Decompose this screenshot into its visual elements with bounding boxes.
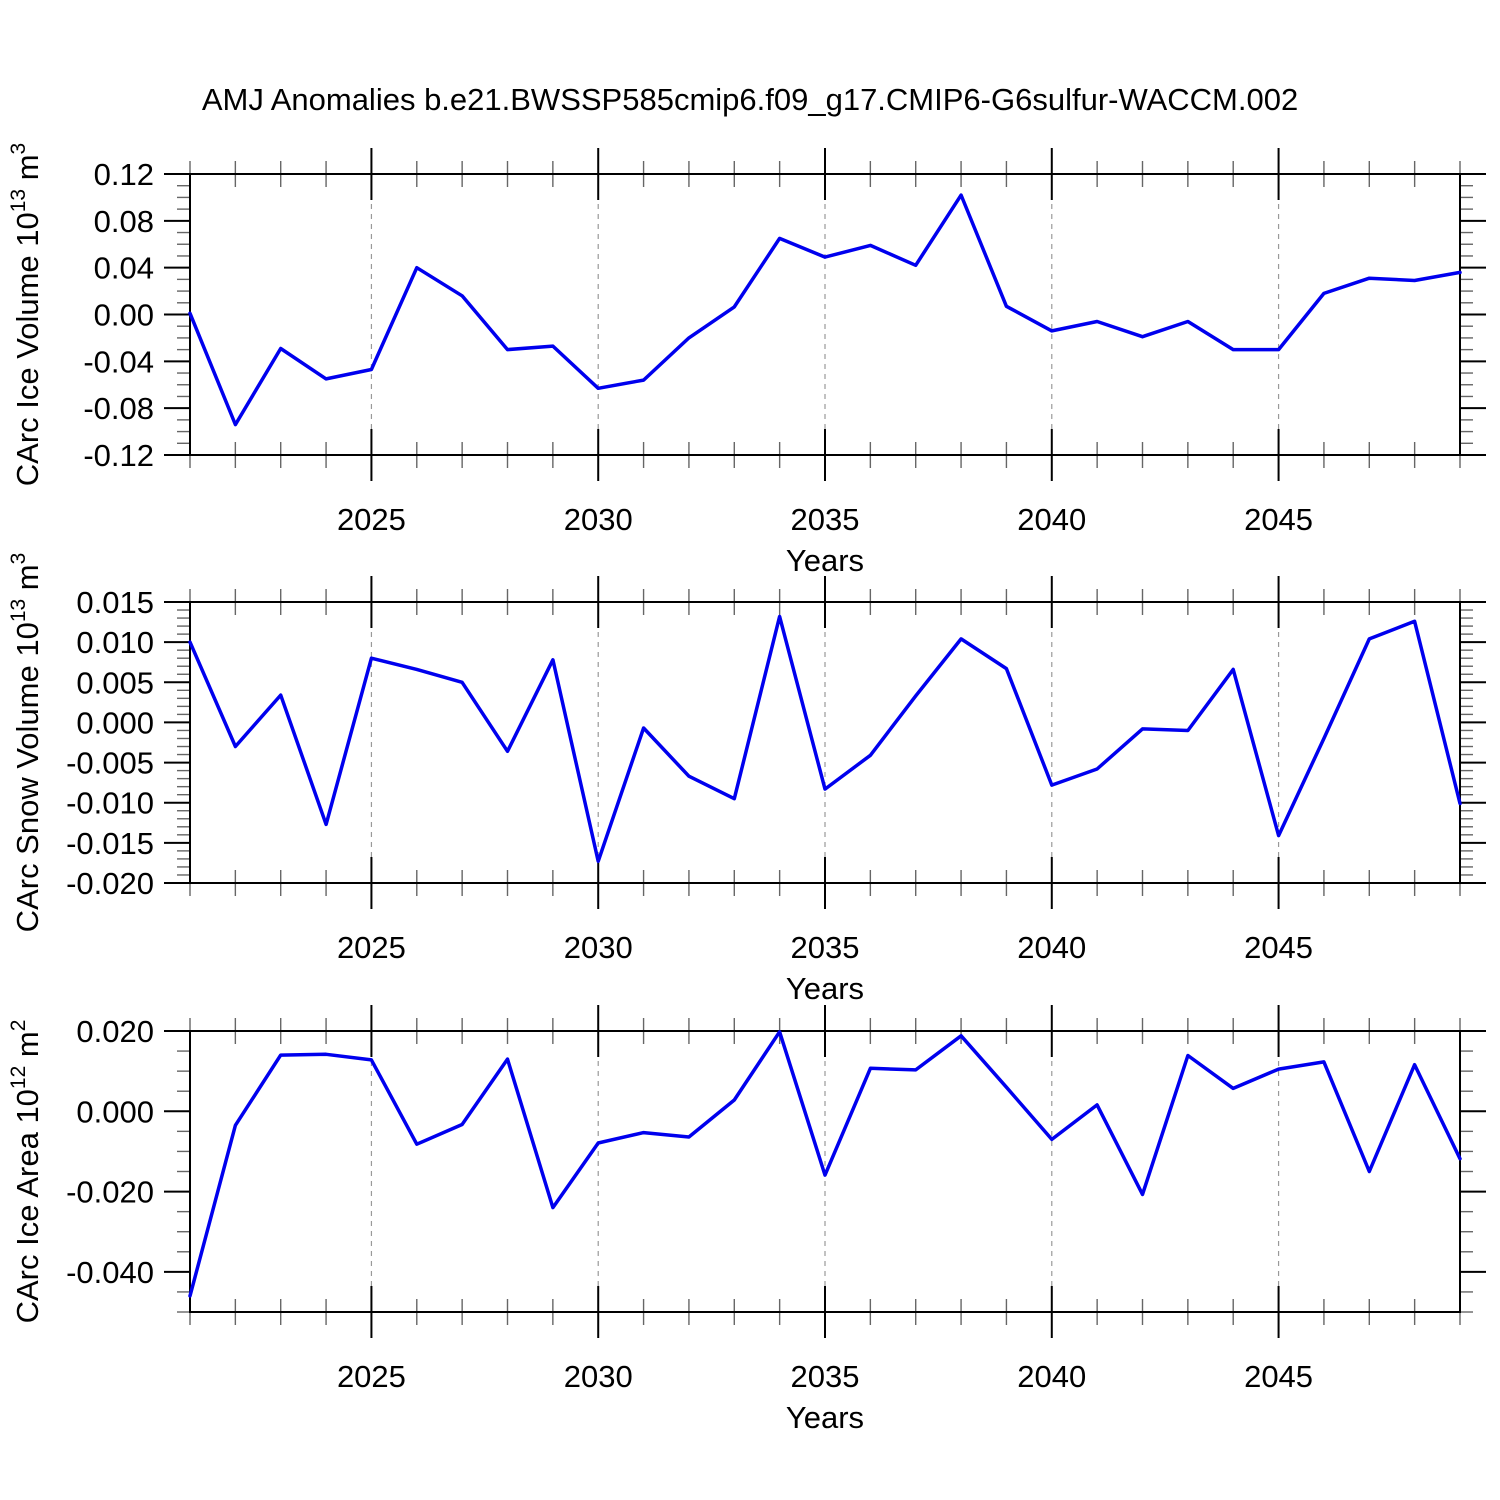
x-tick-label: 2040 [1017,930,1086,965]
y-tick-label: 0.020 [76,1014,154,1049]
y-axis-label: CArc Ice Volume 1013 m3 [7,143,45,486]
y-axis-label: CArc Snow Volume 1013 m3 [7,553,45,933]
y-tick-label: -0.020 [66,866,154,901]
panel-3: 0.020 0.000 -0.020 -0.040 2025 2030 2035 2040 20… [7,1005,1486,1435]
y-tick-label: -0.005 [66,746,154,781]
x-tick-label: 2035 [791,1359,860,1394]
plot-frame [189,1030,1461,1313]
panel-1: 0.12 0.08 0.04 0.00 -0.04 -0.08 -0.12 2025 2030 2… [7,143,1486,578]
x-tick-label: 2025 [337,502,406,537]
data-line [188,614,1462,864]
x-tick-label: 2035 [791,930,860,965]
y-tick-label: -0.020 [66,1175,154,1210]
data-line [188,1030,1462,1298]
y-axis-label: CArc Ice Area 1012 m2 [7,1020,45,1324]
y-tick-label: 0.08 [94,204,154,239]
x-tick-label: 2025 [337,1359,406,1394]
x-axis-label: Years [786,1400,864,1435]
y-tick-label: 0.005 [76,665,154,700]
x-tick-label: 2040 [1017,1359,1086,1394]
y-tick-label: -0.04 [83,344,154,379]
y-tick-label: -0.12 [83,438,154,473]
x-tick-label: 2035 [791,502,860,537]
x-tick-label: 2045 [1244,930,1313,965]
x-axis-label: Years [786,971,864,1006]
chart-title: AMJ Anomalies b.e21.BWSSP585cmip6.f09_g1… [201,82,1299,117]
y-tick-label: 0.04 [94,251,154,286]
x-tick-label: 2045 [1244,1359,1313,1394]
x-tick-label: 2030 [564,1359,633,1394]
y-tick-label: 0.000 [76,705,154,740]
y-tick-label: -0.010 [66,786,154,821]
data-line [188,193,1462,427]
x-tick-label: 2025 [337,930,406,965]
y-tick-label: 0.000 [76,1094,154,1129]
plot-frame [189,601,1461,884]
x-tick-label: 2045 [1244,502,1313,537]
panel-2: 0.015 0.010 0.005 0.000 -0.005 -0.010 -0.015 -0… [7,553,1486,1006]
y-tick-label: -0.040 [66,1255,154,1290]
x-tick-label: 2030 [564,502,633,537]
y-tick-label: 0.00 [94,298,154,333]
y-tick-label: 0.010 [76,625,154,660]
x-tick-label: 2030 [564,930,633,965]
y-tick-label: -0.015 [66,826,154,861]
y-tick-label: 0.12 [94,157,154,192]
x-tick-label: 2040 [1017,502,1086,537]
y-tick-label: -0.08 [83,391,154,426]
x-axis-label: Years [786,543,864,578]
y-tick-label: 0.015 [76,585,154,620]
